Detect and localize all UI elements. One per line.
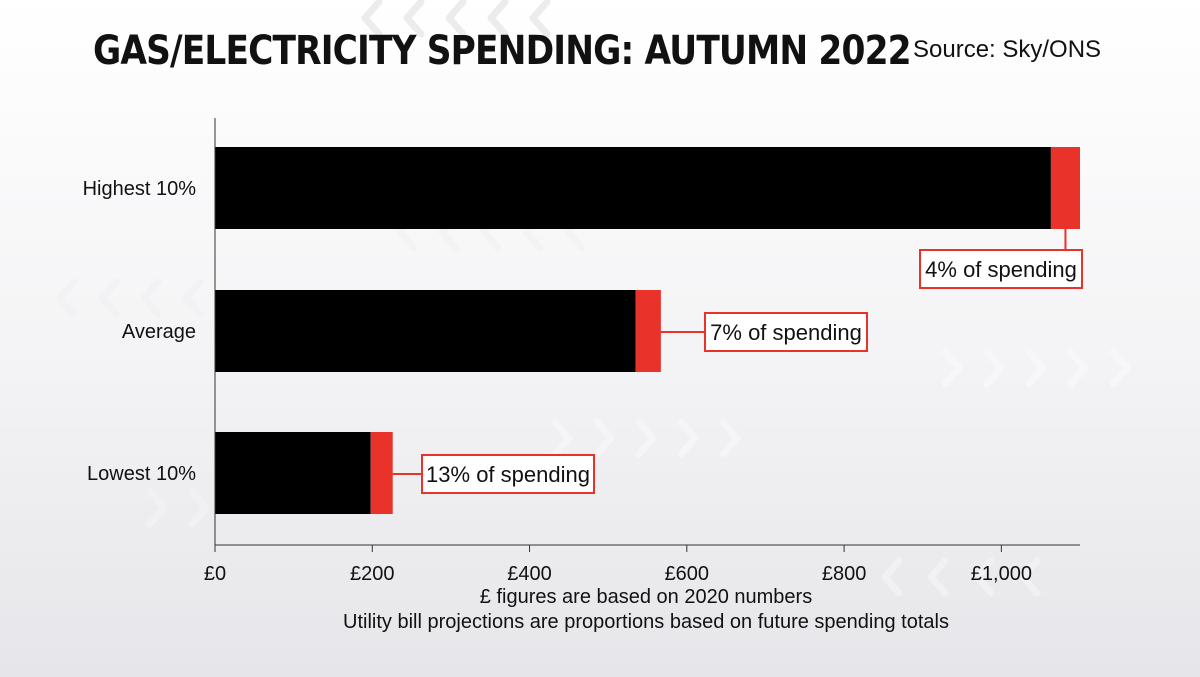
chevron-icon [677, 418, 699, 458]
chevron-icon [529, 0, 551, 38]
callout-box-highest-10 [919, 249, 1083, 289]
chevron-icon [973, 557, 995, 597]
chevron-icon [98, 278, 120, 318]
source-label: Source: Sky/ONS [913, 36, 1102, 63]
chevron-icon [361, 0, 383, 38]
chevron-icon [403, 0, 425, 38]
bar-utility-lowest-10 [370, 432, 393, 514]
chevron-icon [140, 278, 162, 318]
bar-spending-lowest-10 [215, 432, 371, 514]
x-tick-label: £400 [507, 563, 552, 585]
chevron-icon [551, 418, 573, 458]
x-tick-label: £600 [665, 563, 710, 585]
chevron-icon [635, 418, 657, 458]
bar-utility-highest-10 [1050, 147, 1080, 229]
category-label-lowest-10: Lowest 10% [87, 463, 196, 485]
chevron-icon [927, 557, 949, 597]
chevron-icon [1025, 348, 1047, 388]
callout-label-lowest-10: 13% of spending [426, 462, 590, 487]
chevron-icon [881, 557, 903, 597]
bar-utility-average [635, 290, 661, 372]
chevron-icon [1019, 557, 1041, 597]
callout-label-highest-10: 4% of spending [925, 257, 1077, 282]
x-tick-label: £0 [204, 563, 226, 585]
chart-title: GAS/ELECTRICITY SPENDING: AUTUMN 2022 [93, 28, 912, 74]
chevron-icon [941, 348, 963, 388]
chevron-icon [182, 278, 204, 318]
chevron-icon [188, 488, 210, 528]
callout-label-average: 7% of spending [710, 320, 862, 345]
callout-box-lowest-10 [421, 454, 595, 494]
callout-box-average [704, 312, 868, 352]
x-tick-label: £800 [822, 563, 867, 585]
category-label-average: Average [122, 321, 196, 343]
chevron-icon [146, 488, 168, 528]
chevron-icon [1109, 348, 1131, 388]
bar-spending-highest-10 [215, 147, 1051, 229]
note-figures-basis: £ figures are based on 2020 numbers [479, 586, 813, 608]
chevron-icon [56, 278, 78, 318]
chevron-icon [593, 418, 615, 458]
chevron-icon [1067, 348, 1089, 388]
x-tick-label: £1,000 [971, 563, 1032, 585]
note-projections: Utility bill projections are proportions… [343, 611, 949, 633]
chevron-icon [445, 0, 467, 38]
chevron-icon [983, 348, 1005, 388]
chevron-icon [487, 0, 509, 38]
bar-spending-average [215, 290, 636, 372]
x-tick-label: £200 [350, 563, 395, 585]
category-label-highest-10: Highest 10% [83, 178, 197, 200]
chevron-icon [719, 418, 741, 458]
